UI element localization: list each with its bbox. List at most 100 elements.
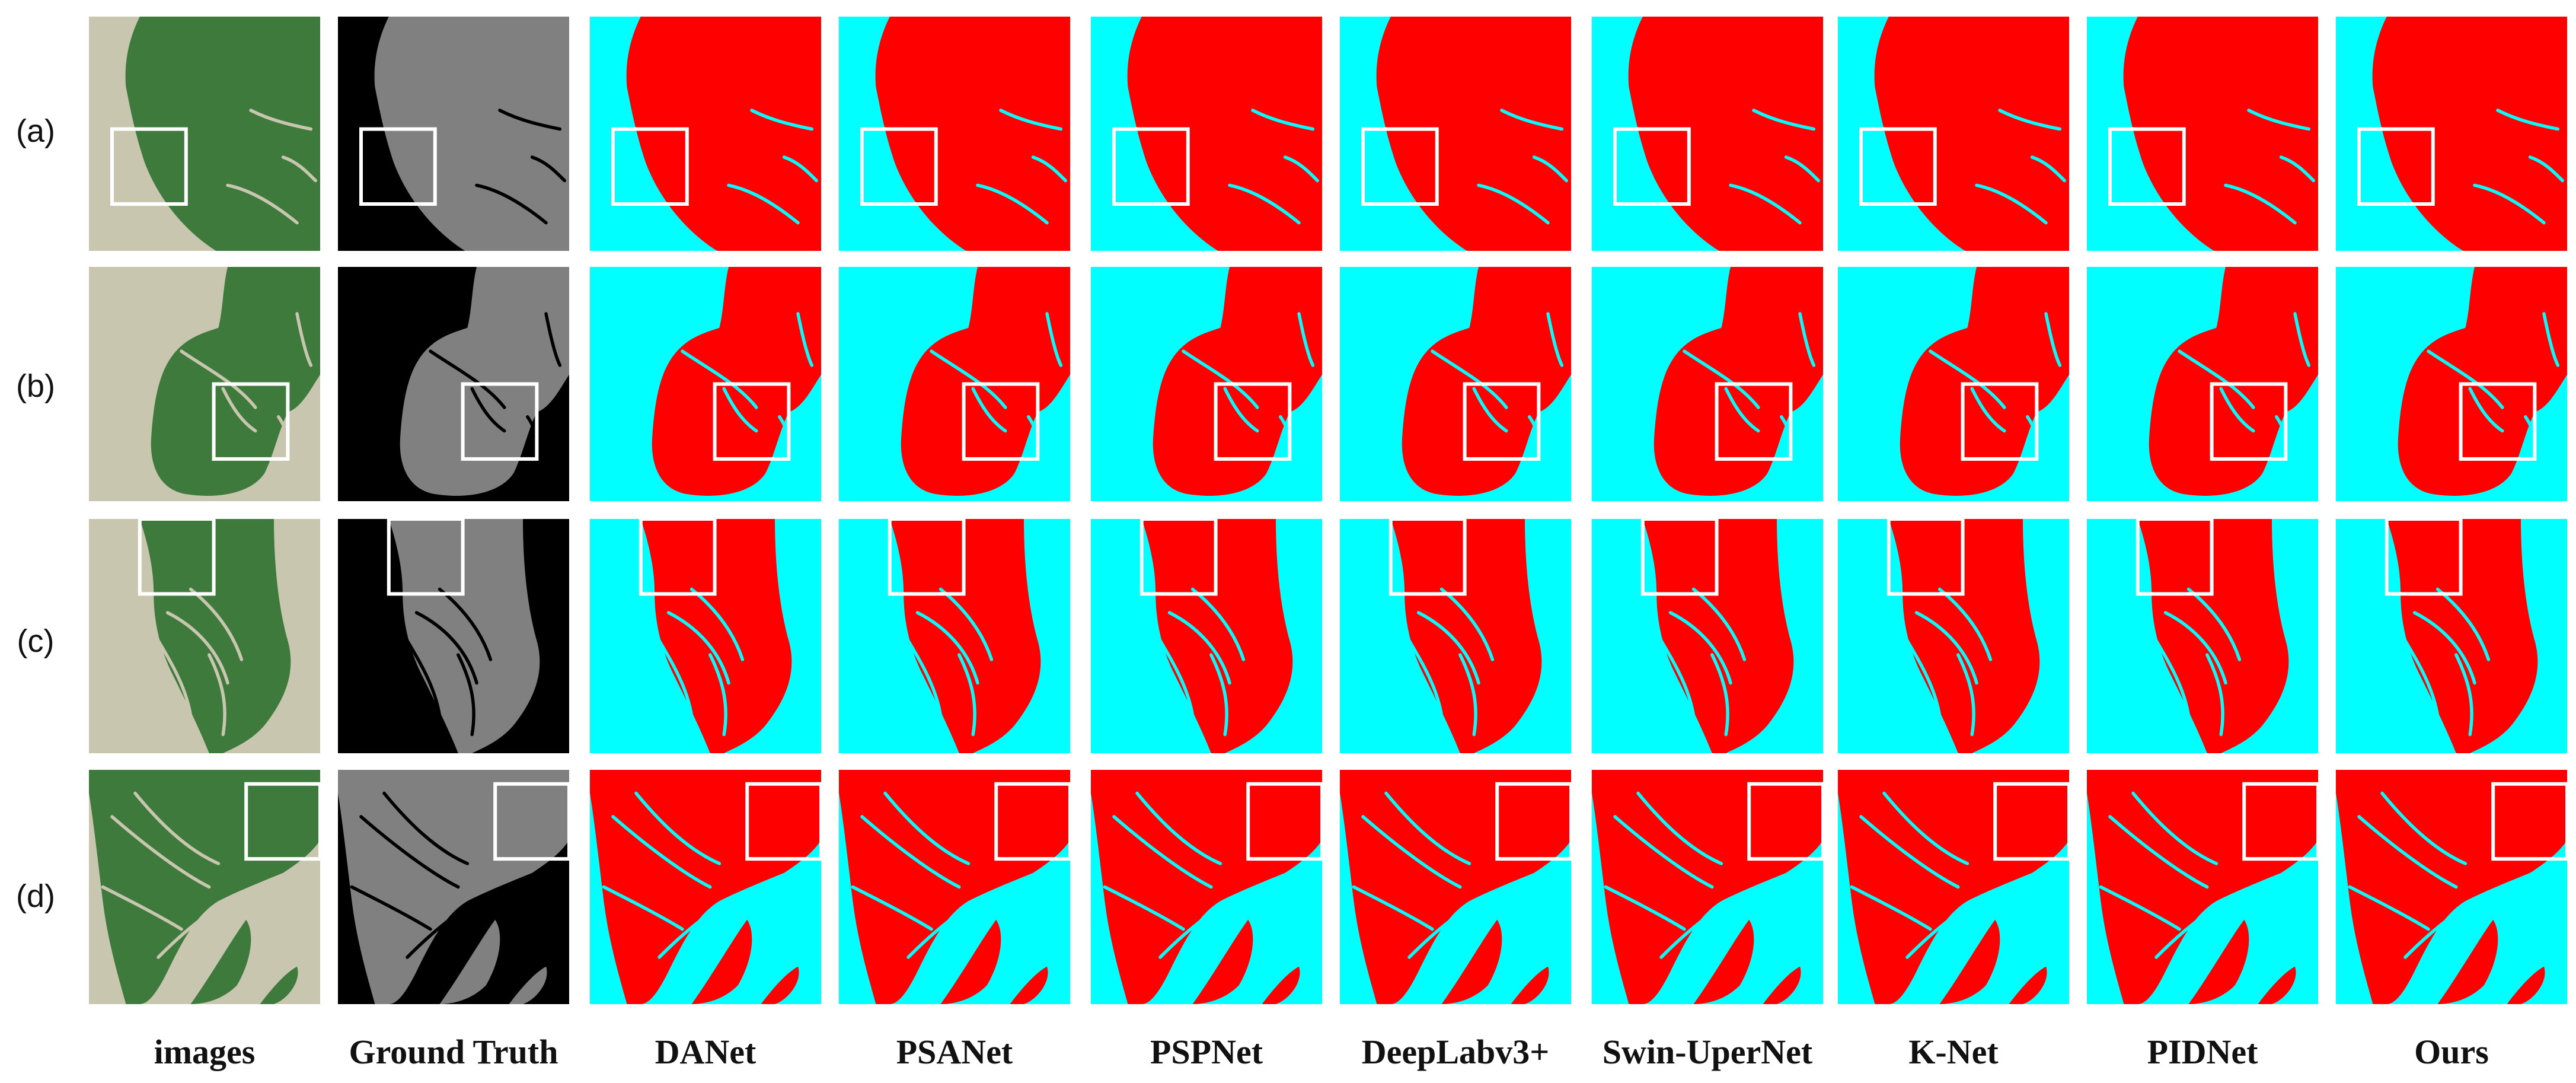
tidal-channel [1659, 639, 1696, 718]
tidal-channel [2154, 639, 2191, 718]
row-label-b: (b) [16, 368, 55, 404]
land-region [1091, 770, 1322, 1004]
tidal-channel [602, 885, 684, 931]
tidal-channel [2293, 312, 2311, 367]
tidal-channel [2030, 155, 2066, 183]
panel-b-ours [2336, 267, 2567, 501]
panel-c-ours [2336, 519, 2567, 753]
highlight-box [1497, 784, 1571, 859]
column-label-k-net: K-Net [1908, 1033, 1999, 1071]
row-label-c: (c) [17, 623, 55, 659]
highlight-box [1749, 784, 1823, 859]
highlight-box [964, 384, 1038, 459]
highlight-box [613, 129, 687, 204]
tidal-channel [1251, 109, 1315, 131]
panel-b-deeplabv3plus [1340, 267, 1571, 501]
tidal-channel [1135, 791, 1222, 865]
tidal-channel [2219, 387, 2255, 433]
tidal-channel [999, 109, 1063, 131]
column-label-ground-truth: Ground Truth [349, 1033, 558, 1071]
tidal-channel [1710, 653, 1729, 737]
land-region [1340, 770, 1571, 1004]
land-region [139, 519, 291, 753]
land-region [2336, 770, 2567, 1004]
highlight-box [2138, 519, 2212, 594]
tidal-channel [2412, 611, 2476, 685]
highlight-box [1363, 129, 1437, 204]
column-label-psanet: PSANet [896, 1033, 1013, 1071]
land-region [1874, 17, 2069, 251]
tidal-channel [544, 312, 562, 367]
tidal-channel [1031, 155, 1067, 183]
tidal-channel [750, 109, 814, 131]
tidal-channel [2163, 611, 2227, 685]
tidal-channel [406, 639, 442, 718]
highlight-box [140, 519, 214, 594]
tidal-channel [1905, 639, 1942, 718]
tidal-channel [1998, 109, 2062, 131]
highlight-box [1615, 129, 1689, 204]
tidal-channel [957, 653, 976, 737]
highlight-box [361, 129, 435, 204]
highlight-box [1248, 784, 1322, 859]
tidal-channel [226, 183, 299, 225]
highlight-box [862, 129, 936, 204]
tidal-channel [666, 611, 730, 685]
tidal-channel [883, 791, 971, 865]
tidal-channel [1882, 791, 1969, 865]
panel-c-pidnet [2087, 519, 2318, 753]
panel-a-ours [2336, 17, 2567, 251]
tidal-channel [1546, 312, 1564, 367]
tidal-channel [530, 155, 566, 183]
tidal-channel [2496, 109, 2560, 131]
highlight-box [214, 384, 288, 459]
tidal-channel [722, 387, 758, 433]
highlight-box [996, 784, 1070, 859]
column-label-swin-upernet: Swin-UperNet [1602, 1033, 1813, 1071]
panel-a-swin-upernet [1592, 17, 1823, 251]
highlight-box [2461, 384, 2535, 459]
land-region [388, 519, 540, 753]
tidal-channel [2154, 899, 2227, 959]
highlight-box [1889, 519, 1963, 594]
tidal-channel [1103, 885, 1185, 931]
panel-c-deeplabv3plus [1340, 519, 1571, 753]
land-region [1153, 267, 1322, 496]
tidal-channel [1929, 349, 2006, 409]
panel-d-pspnet [1091, 770, 1322, 1004]
tidal-channel [1209, 653, 1228, 737]
tidal-channel [2348, 885, 2430, 931]
tidal-channel [1691, 587, 1747, 661]
tidal-channel [2468, 387, 2504, 433]
tidal-channel [1477, 183, 1550, 225]
tidal-channel [2403, 639, 2440, 718]
highlight-box [2110, 129, 2184, 204]
tidal-channel [498, 109, 562, 131]
tidal-channel [2435, 587, 2491, 661]
land-region [1900, 267, 2069, 496]
panel-d-ground-truth [338, 770, 569, 1004]
panel-c-pspnet [1091, 519, 1322, 753]
tidal-channel [1532, 155, 1568, 183]
tidal-channel [657, 639, 694, 718]
land-region [1628, 17, 1823, 251]
panel-b-danet [590, 267, 821, 501]
tidal-channel [1859, 815, 1960, 889]
tidal-channel [2108, 815, 2209, 889]
land-region [338, 770, 569, 1004]
tidal-channel [1407, 639, 1444, 718]
tidal-channel [2380, 791, 2468, 865]
tidal-channel [2099, 885, 2181, 931]
panel-c-psanet [839, 519, 1070, 753]
highlight-box [2387, 519, 2461, 594]
land-region [652, 267, 821, 496]
tidal-channel [1407, 899, 1480, 959]
tidal-channel [2044, 312, 2062, 367]
tidal-channel [295, 312, 313, 367]
column-label-deeplabv3plus: DeepLabv3+ [1361, 1033, 1550, 1071]
tidal-channel [1190, 587, 1246, 661]
highlight-box [715, 384, 789, 459]
land-region [901, 267, 1070, 496]
tidal-channel [1724, 387, 1760, 433]
panel-b-k-net [1838, 267, 2069, 501]
